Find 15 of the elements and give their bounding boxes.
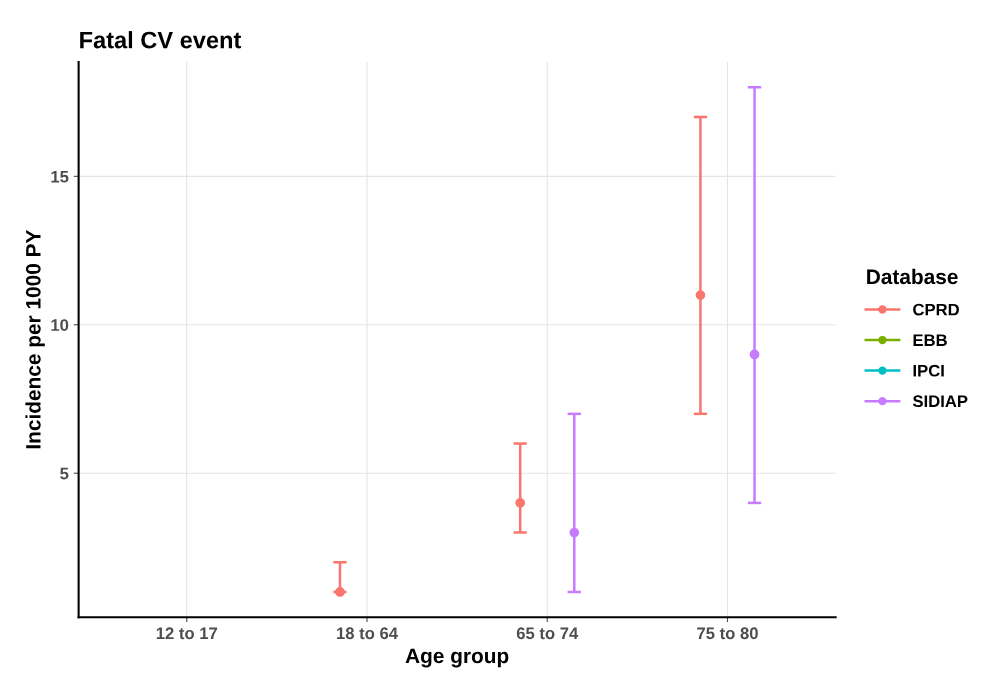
legend-title: Database	[867, 268, 958, 285]
legend-label: EBB	[913, 334, 947, 346]
x-tick-label: 12 to 17	[156, 627, 218, 640]
y-tick-label: 15	[51, 170, 69, 183]
y-tick-label: 5	[60, 467, 69, 480]
x-tick-label: 75 to 80	[697, 627, 758, 640]
chart-title: Fatal CV event	[80, 31, 242, 49]
legend-label: SIDIAP	[912, 395, 968, 408]
x-axis-title: Age group	[405, 648, 509, 668]
legend-label: IPCI	[913, 364, 944, 377]
legend-label: CPRD	[913, 303, 959, 316]
x-tick-label: 65 to 74	[516, 627, 579, 640]
y-tick-label: 10	[51, 319, 69, 331]
y-axis-title: Incidence per 1000 PY	[25, 229, 45, 449]
x-tick-label: 18 to 64	[337, 627, 398, 640]
